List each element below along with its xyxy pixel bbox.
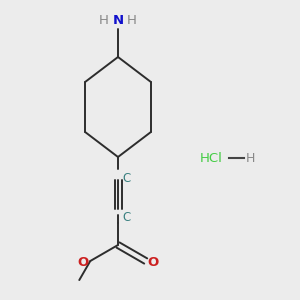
Text: O: O — [77, 256, 88, 268]
Text: O: O — [148, 256, 159, 268]
Text: H: H — [127, 14, 137, 27]
Text: HCl: HCl — [200, 152, 223, 164]
Text: H: H — [246, 152, 255, 164]
Text: C: C — [122, 172, 130, 185]
Text: H: H — [99, 14, 109, 27]
Text: N: N — [112, 14, 124, 27]
Text: C: C — [122, 211, 130, 224]
